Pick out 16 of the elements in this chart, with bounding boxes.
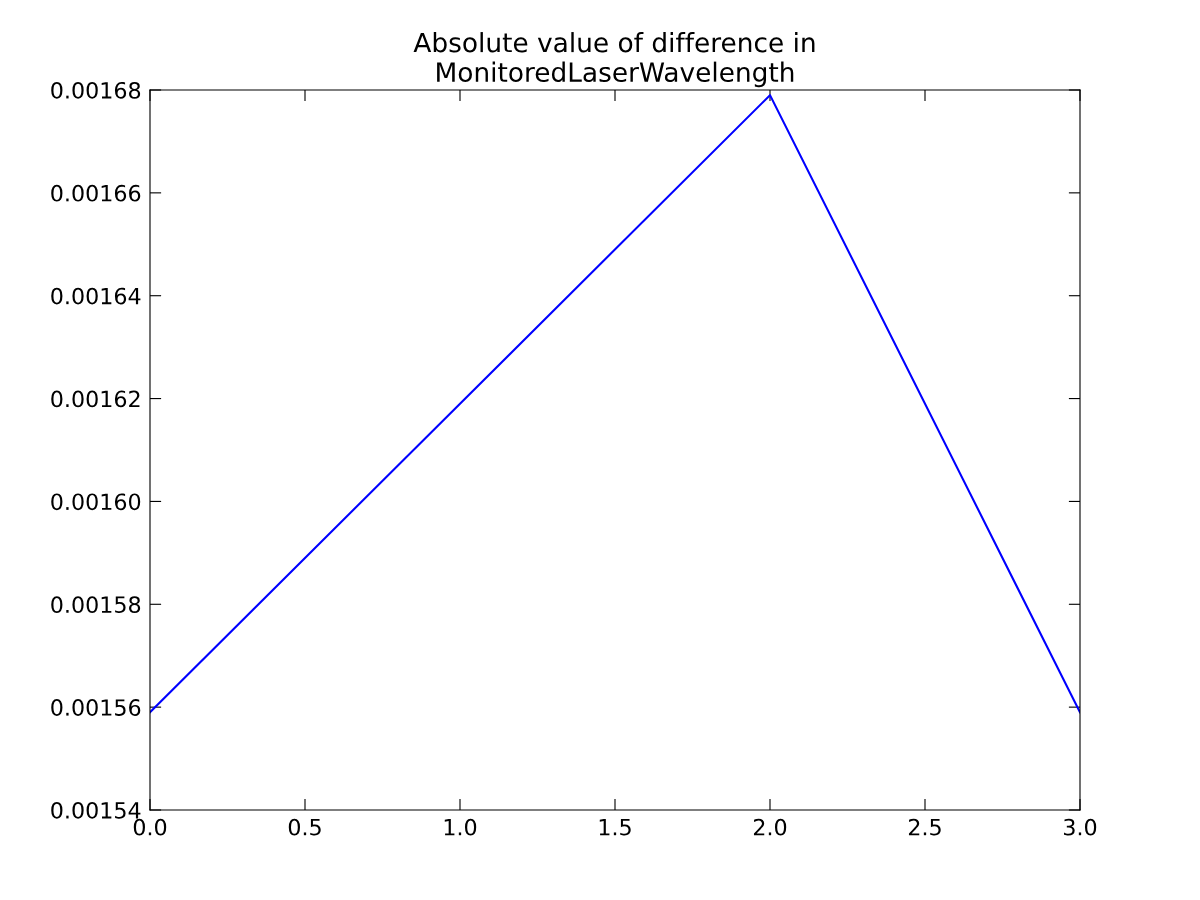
x-tick-label: 0.5 [288,818,321,836]
x-tick-label: 0.0 [133,818,167,836]
y-tick-label: 0.00158 [51,596,141,614]
y-tick-label: 0.00162 [51,390,140,408]
x-tick-label: 2.0 [753,818,787,836]
x-tick-label: 3.0 [1064,818,1097,836]
y-tick-label: 0.00154 [51,801,141,819]
x-tick-label: 1.5 [599,819,631,836]
y-tick-label: 0.00168 [51,81,141,99]
y-tick-label: 0.00166 [51,184,141,202]
y-tick-label: 0.00160 [51,493,141,511]
x-tick-label: 1.0 [444,818,477,836]
y-tick-label: 0.00156 [51,699,141,716]
y-tick-label: 0.00164 [51,287,141,305]
x-tick-label: 2.5 [908,818,941,836]
chart-title: Absolute value of difference in MonitoredLaserWavelength [413,32,815,88]
